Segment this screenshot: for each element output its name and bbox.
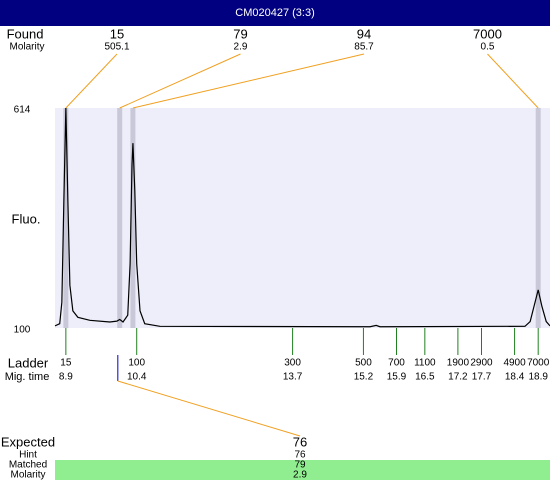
peak-band xyxy=(117,108,123,328)
molarity-label: Molarity xyxy=(10,470,45,480)
found-size: 7000 xyxy=(473,26,502,41)
ladder-size: 15 xyxy=(60,358,72,369)
ladder-label: Ladder xyxy=(8,355,49,370)
matched-value: 79 xyxy=(294,460,306,471)
hint-label: Hint xyxy=(19,450,37,461)
mig-time: 8.9 xyxy=(59,372,73,383)
mig-time: 13.7 xyxy=(283,372,303,383)
peak-connector xyxy=(132,53,365,109)
peak-connector xyxy=(487,53,539,109)
found-molarity: 85.7 xyxy=(354,42,374,53)
found-size: 94 xyxy=(357,26,371,41)
found-molarity: 2.9 xyxy=(234,42,248,53)
peak-connector xyxy=(65,53,118,109)
mig-time: 17.7 xyxy=(472,372,492,383)
ladder-size: 1900 xyxy=(447,358,470,369)
ladder-size: 700 xyxy=(388,358,405,369)
y-tick-label: 614 xyxy=(14,105,31,116)
found-molarity: 505.1 xyxy=(104,42,129,53)
y-axis-label: Fluo. xyxy=(12,211,41,226)
found-size: 79 xyxy=(233,26,247,41)
mig-time-label: Mig. time xyxy=(5,371,50,383)
mig-time: 10.4 xyxy=(127,372,147,383)
found-size: 15 xyxy=(110,26,124,41)
trace-line xyxy=(54,107,550,328)
peak-band xyxy=(63,108,69,328)
mig-time: 15.9 xyxy=(387,372,407,383)
mig-time: 17.2 xyxy=(448,372,468,383)
expected-label: Expected xyxy=(1,434,55,449)
expected-value: 76 xyxy=(293,434,307,449)
ladder-size: 100 xyxy=(128,358,145,369)
molarity-label: Molarity xyxy=(9,42,44,53)
ladder-size: 7000 xyxy=(527,358,550,369)
ladder-size: 300 xyxy=(284,358,301,369)
hint-value: 76 xyxy=(294,450,306,461)
ladder-size: 2900 xyxy=(470,358,493,369)
mig-time: 18.4 xyxy=(505,372,525,383)
expected-connector xyxy=(117,380,301,437)
molarity-value: 2.9 xyxy=(293,470,307,480)
mig-time: 18.9 xyxy=(528,372,548,383)
matched-bar xyxy=(55,460,550,480)
matched-label: Matched xyxy=(9,460,47,471)
mig-time: 16.5 xyxy=(415,372,435,383)
found-label: Found xyxy=(7,26,44,41)
mig-time: 15.2 xyxy=(354,372,374,383)
title-bar xyxy=(0,0,550,26)
peak-band xyxy=(130,108,136,328)
found-molarity: 0.5 xyxy=(481,42,495,53)
chart-title: CM020427 (3:3) xyxy=(235,7,315,19)
y-tick-label: 100 xyxy=(14,325,31,336)
plot-area xyxy=(55,108,550,328)
ladder-size: 1100 xyxy=(414,358,436,369)
peak-connector xyxy=(119,53,241,109)
ladder-size: 4900 xyxy=(503,358,526,369)
ladder-size: 500 xyxy=(355,358,372,369)
peak-band xyxy=(535,108,541,328)
